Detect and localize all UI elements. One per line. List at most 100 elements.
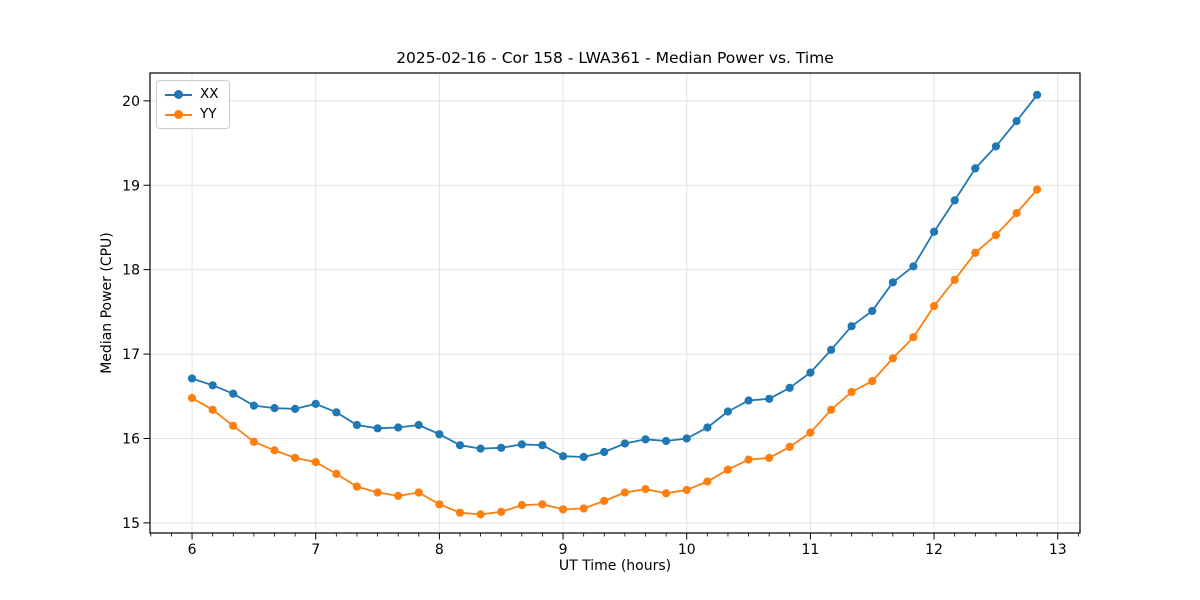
legend-dot-xx-icon: [174, 89, 183, 99]
series-xx-data-point: [827, 345, 836, 354]
x-tick-label: 13: [1049, 542, 1067, 558]
series-xx-data-point: [352, 420, 361, 430]
series-yy-data-point: [1033, 185, 1042, 194]
series-xx-data-point: [847, 322, 856, 331]
series-xx-data-point: [888, 278, 898, 287]
series-xx-data-point: [373, 424, 382, 433]
series-yy-data-point: [930, 301, 939, 311]
series-yy-data-point: [806, 428, 815, 437]
series-yy-data-point: [559, 505, 568, 514]
legend-dot-yy-icon: [174, 109, 183, 119]
series-xx-data-point: [497, 443, 506, 452]
series-yy-data-point: [476, 510, 485, 519]
x-tick-label: 7: [311, 542, 320, 558]
series-xx-data-point: [435, 430, 444, 439]
series-xx-data-point: [1012, 117, 1021, 126]
legend-line-marker-xx-icon: [165, 89, 192, 100]
series-yy-data-point: [311, 458, 320, 467]
series-yy-data-point: [352, 482, 361, 491]
series-yy-data-point: [785, 442, 794, 451]
series-xx-data-point: [744, 396, 753, 405]
series-xx-data-point: [229, 389, 238, 398]
legend-item-yy: YY: [165, 106, 219, 123]
series-yy-data-point: [249, 437, 258, 446]
series-xx-data-point: [538, 441, 547, 450]
series-xx-data-point: [806, 368, 815, 377]
y-tick-label: 17: [122, 347, 140, 363]
x-tick-label: 10: [678, 542, 696, 558]
plot-frame: [149, 72, 1081, 534]
series-yy-data-point: [414, 488, 423, 497]
series-yy-data-point: [373, 488, 382, 497]
series-yy-data-point: [187, 393, 197, 403]
series-xx-data-point: [909, 262, 918, 271]
series-xx-data-point: [641, 435, 650, 444]
series-xx-data-point: [311, 399, 320, 408]
series-xx-data-point: [868, 306, 877, 316]
y-tick-label: 16: [122, 431, 140, 447]
series-xx-data-point: [930, 227, 939, 236]
series-xx-data-point: [620, 439, 630, 448]
series-xx-data-point: [971, 164, 980, 173]
series-xx-data-point: [785, 383, 794, 392]
series-yy-data-point: [270, 446, 279, 455]
series-yy-data-point: [888, 354, 898, 363]
series-xx-data-point: [394, 423, 403, 432]
chart-title: 2025-02-16 - Cor 158 - LWA361 - Median P…: [396, 49, 834, 67]
series-yy-data-point: [517, 501, 527, 510]
series-xx-data-point: [455, 441, 465, 450]
series-xx-data-point: [703, 423, 712, 432]
series-yy-data-point: [765, 453, 774, 462]
series-xx-data-point: [208, 381, 217, 390]
series-yy-data-point: [1012, 209, 1021, 218]
series-yy-data-point: [868, 377, 877, 386]
series-yy-data-point: [827, 405, 836, 414]
series-xx-data-point: [559, 452, 568, 461]
series-xx-data-point: [765, 394, 774, 403]
series-yy-data-point: [394, 491, 403, 500]
legend-label-yy: YY: [200, 105, 217, 122]
x-tick-label: 6: [188, 542, 197, 558]
series-xx-data-point: [291, 404, 300, 413]
x-tick-label: 11: [801, 542, 819, 558]
series-yy-data-point: [744, 455, 753, 464]
series-xx-data-point: [270, 404, 279, 413]
series-xx-data-point: [600, 447, 609, 457]
y-tick-label: 19: [122, 178, 140, 194]
series-xx-data-point: [1033, 90, 1042, 99]
legend-item-xx: XX: [165, 86, 219, 103]
series-xx-data-point: [476, 444, 485, 453]
series-yy-data-point: [579, 504, 588, 513]
series-yy-data-point: [455, 508, 465, 517]
legend: XX YY: [156, 80, 230, 129]
series-xx-data-point: [187, 374, 197, 383]
series-xx-data-point: [662, 436, 671, 446]
series-yy-data-point: [909, 333, 918, 342]
legend-label-xx: XX: [200, 85, 219, 102]
series-yy-data-point: [703, 477, 712, 486]
x-axis-label: UT Time (hours): [558, 558, 672, 574]
series-yy-data-point: [291, 453, 300, 462]
series-yy-data-point: [662, 489, 671, 498]
series-xx-data-point: [332, 408, 341, 417]
x-tick-label: 12: [925, 542, 943, 558]
series-yy-data-point: [332, 469, 341, 478]
y-tick-label: 18: [122, 263, 140, 279]
y-axis-label: Median Power (CPU): [99, 232, 115, 374]
series-yy-data-point: [208, 405, 217, 414]
legend-line-marker-yy-icon: [165, 109, 192, 120]
y-tick-label: 15: [122, 516, 140, 532]
series-yy-data-point: [971, 248, 980, 257]
x-tick-label: 8: [435, 542, 444, 558]
series-yy-data-point: [950, 275, 959, 284]
series-yy-data-point: [620, 488, 630, 497]
series-xx-data-point: [723, 407, 733, 416]
series-yy-data-point: [600, 496, 609, 505]
y-tick-label: 20: [122, 94, 140, 110]
series-xx-data-point: [579, 452, 588, 462]
series-xx-data-point: [414, 420, 423, 430]
series-yy-data-point: [497, 507, 506, 516]
x-tick-label: 9: [559, 542, 568, 558]
